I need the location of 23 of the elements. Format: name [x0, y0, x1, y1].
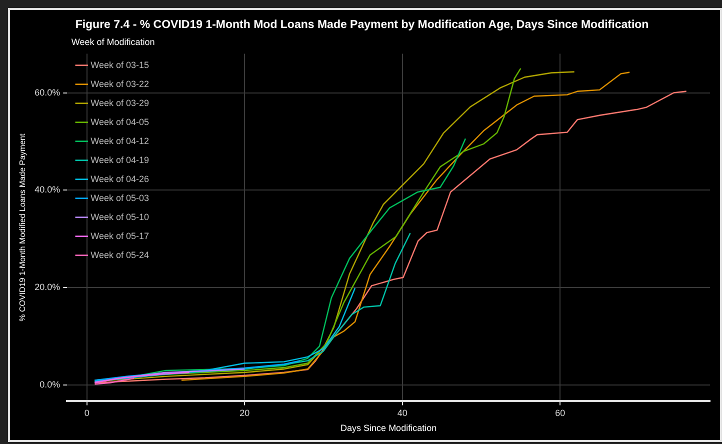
legend-label: Week of 03-22 [90, 78, 149, 89]
x-tick-label: 40 [397, 408, 408, 418]
legend-label: Week of 05-17 [90, 230, 149, 241]
legend-label: Week of 03-29 [90, 98, 149, 108]
legend-label: Week of 04-26 [90, 174, 149, 184]
legend-label: Week of 03-15 [90, 60, 149, 70]
x-tick-label: 20 [240, 408, 250, 418]
legend-label: Week of 04-19 [90, 154, 149, 165]
legend-title: Week of Modification [71, 36, 155, 47]
y-tick-label: 0.0% [40, 380, 60, 390]
x-tick-label: 0 [84, 408, 90, 418]
x-tick-label: 60 [555, 408, 566, 418]
legend-label: Week of 05-10 [90, 212, 149, 222]
legend-label: Week of 04-12 [90, 136, 149, 146]
legend-label: Week of 04-05 [90, 116, 149, 127]
y-axis-title: % COVID19 1-Month Modified Loans Made Payment [18, 132, 28, 322]
y-tick-label: 60.0% [34, 87, 60, 98]
legend-label: Week of 05-03 [90, 192, 149, 203]
y-tick-label: 40.0% [34, 184, 60, 195]
y-tick-label: 20.0% [34, 282, 60, 292]
chart-title: Figure 7.4 - % COVID19 1-Month Mod Loans Made Payment by Modification Age, Days Since Modification [75, 19, 649, 32]
x-axis-title: Days Since Modification [340, 423, 437, 434]
legend-label: Week of 05-24 [90, 250, 149, 260]
